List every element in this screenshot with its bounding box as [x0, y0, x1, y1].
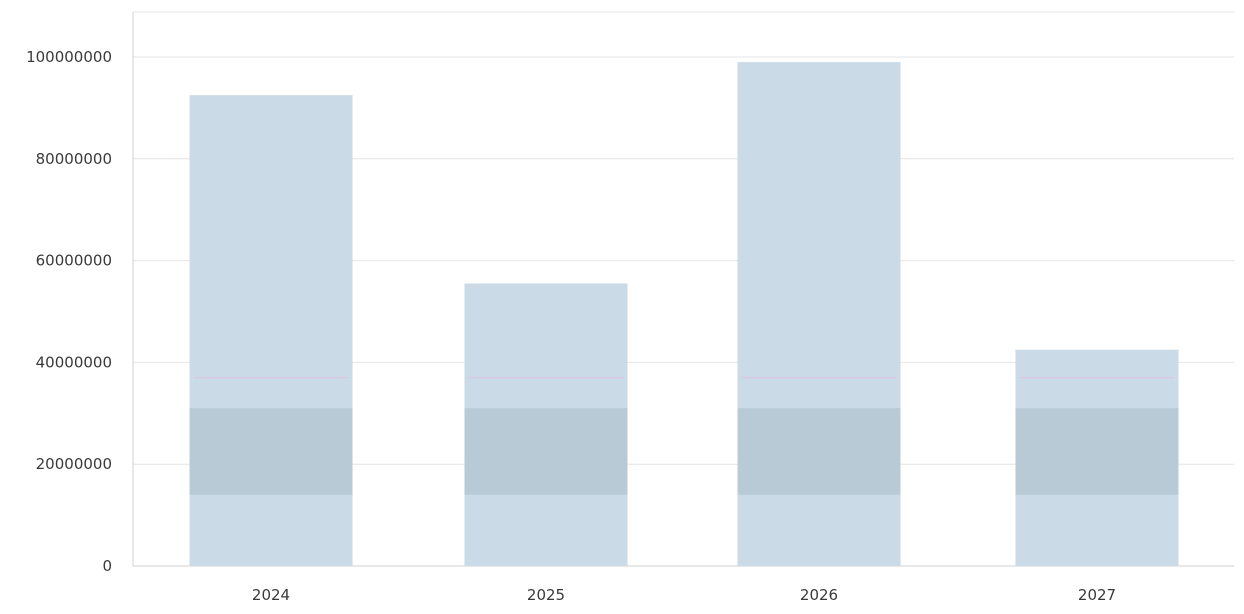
bar: [189, 95, 353, 567]
y-tick-label: 0: [102, 557, 112, 575]
bar-band: [1015, 408, 1179, 495]
bar-band: [464, 408, 628, 495]
bar-band: [737, 408, 901, 495]
y-tick-label: 100000000: [26, 48, 112, 66]
bars: [189, 62, 1179, 567]
y-tick-label: 20000000: [36, 455, 112, 473]
x-tick-labels: 2024 2025 2026 2027: [252, 586, 1116, 604]
y-tick-label: 40000000: [36, 353, 112, 371]
bar-2027: [1015, 349, 1179, 566]
y-tick-labels: 0 20000000 40000000 60000000 80000000 1000000…: [26, 48, 112, 575]
bar-2025: [464, 283, 628, 566]
x-tick-label: 2024: [252, 586, 290, 604]
y-tick-label: 80000000: [36, 150, 112, 168]
y-tick-label: 60000000: [36, 252, 112, 270]
bar-band: [189, 408, 353, 495]
bar-2026: [737, 62, 901, 567]
bar-2024: [189, 95, 353, 567]
x-tick-label: 2026: [800, 586, 838, 604]
x-tick-label: 2025: [527, 586, 565, 604]
x-tick-label: 2027: [1078, 586, 1116, 604]
